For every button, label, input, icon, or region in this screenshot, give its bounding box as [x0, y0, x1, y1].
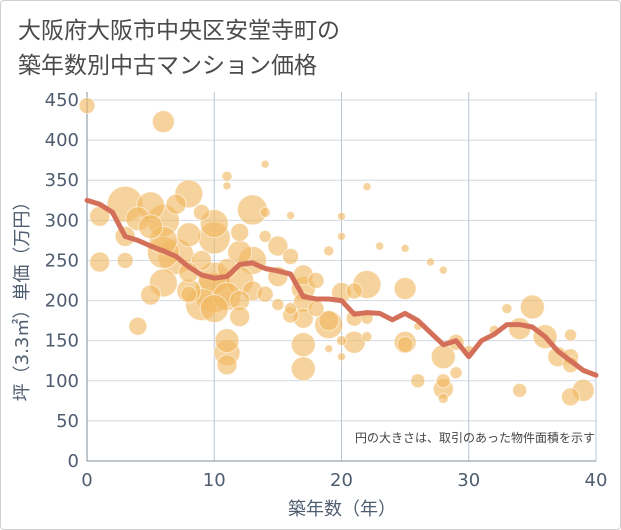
bubble-point	[199, 294, 229, 324]
y-tick-labels: 0 50 100 150 200 250 300 350 400 450	[45, 90, 79, 472]
bubble-point	[116, 251, 134, 269]
bubble-point	[393, 277, 417, 301]
bubble-point	[221, 170, 233, 182]
bubble-point	[271, 298, 285, 312]
x-tick-label: 20	[330, 470, 353, 491]
y-tick-label: 100	[45, 371, 79, 392]
bubble-point	[256, 285, 274, 303]
bubble-point	[324, 344, 334, 354]
bubble-point	[400, 243, 410, 253]
bubble-point	[214, 328, 240, 354]
x-tick-label: 10	[203, 470, 226, 491]
bubble-point	[290, 356, 316, 382]
y-tick-label: 300	[45, 210, 79, 231]
y-tick-label: 50	[56, 411, 79, 432]
bubble-point	[286, 211, 296, 221]
bubble-point	[519, 294, 545, 320]
trend-line	[84, 197, 599, 378]
bubble-point	[561, 387, 581, 407]
y-axis-title: 坪（3.3㎡）単価（万円）	[11, 193, 33, 402]
bubble-point	[337, 352, 346, 362]
bubble-point	[165, 193, 187, 215]
bubble-point	[438, 265, 448, 275]
bubble-point	[176, 222, 202, 248]
y-tick-label: 350	[45, 170, 79, 191]
x-tick-labels: 0 10 20 30 40	[81, 470, 607, 491]
bubble-point	[336, 335, 347, 347]
bubble-point	[435, 373, 451, 389]
chart-title-line-2: 築年数別中古マンション価格	[18, 53, 317, 79]
x-tick-label: 0	[81, 470, 92, 491]
bubble-point	[230, 222, 250, 242]
bubble-point	[307, 300, 325, 318]
y-tick-label: 400	[45, 130, 79, 151]
bubble-point	[290, 332, 316, 358]
y-tick-label: 200	[45, 291, 79, 312]
x-axis-title: 築年数（年）	[288, 499, 396, 520]
bubble-point	[337, 211, 346, 221]
bubble-point	[508, 317, 532, 341]
y-tick-label: 150	[45, 331, 79, 352]
bubble-point	[267, 235, 289, 257]
bubble-point	[426, 257, 436, 267]
bubble-point	[361, 331, 373, 343]
bubble-point	[193, 203, 211, 221]
bubble-series	[78, 97, 595, 407]
x-tick-label: 40	[585, 470, 608, 491]
bubble-point	[229, 306, 251, 328]
bubble-point	[362, 182, 372, 192]
bubble-size-note: 円の大きさは、取引のあった物件面積を示す	[355, 430, 595, 445]
y-tick-label: 250	[45, 250, 79, 271]
bubble-point	[449, 366, 463, 380]
bubble-point	[128, 316, 148, 336]
bubble-point	[564, 328, 578, 342]
bubble-point	[284, 302, 298, 316]
bubble-point	[437, 392, 449, 404]
bubble-point	[222, 181, 232, 191]
bubble-point	[396, 336, 414, 354]
bubble-point	[345, 282, 363, 300]
bubble-point	[282, 247, 300, 265]
bubble-point	[375, 241, 385, 251]
bubble-point	[410, 373, 426, 389]
x-tick-label: 30	[457, 470, 480, 491]
bubble-point	[140, 284, 162, 306]
y-tick-label: 450	[45, 90, 79, 111]
bubble-point	[512, 382, 528, 398]
chart-title-line-1: 大阪府大阪市中央区安堂寺町の	[18, 18, 340, 44]
bubble-point	[337, 231, 346, 241]
bubble-point	[501, 303, 513, 315]
bubble-point	[216, 354, 238, 376]
bubble-point	[89, 251, 111, 273]
bubble-point	[259, 206, 271, 218]
bubble-point	[323, 245, 335, 257]
bubble-point	[78, 97, 96, 115]
bubble-point	[318, 310, 340, 332]
y-tick-label: 0	[68, 451, 79, 472]
chart-title: 大阪府大阪市中央区安堂寺町の 築年数別中古マンション価格	[18, 14, 340, 84]
bubble-point	[151, 110, 175, 134]
bubble-point	[258, 229, 272, 243]
bubble-point	[180, 285, 198, 303]
bubble-point	[138, 214, 164, 240]
bubble-point	[260, 159, 270, 169]
bubble-point	[307, 272, 325, 290]
